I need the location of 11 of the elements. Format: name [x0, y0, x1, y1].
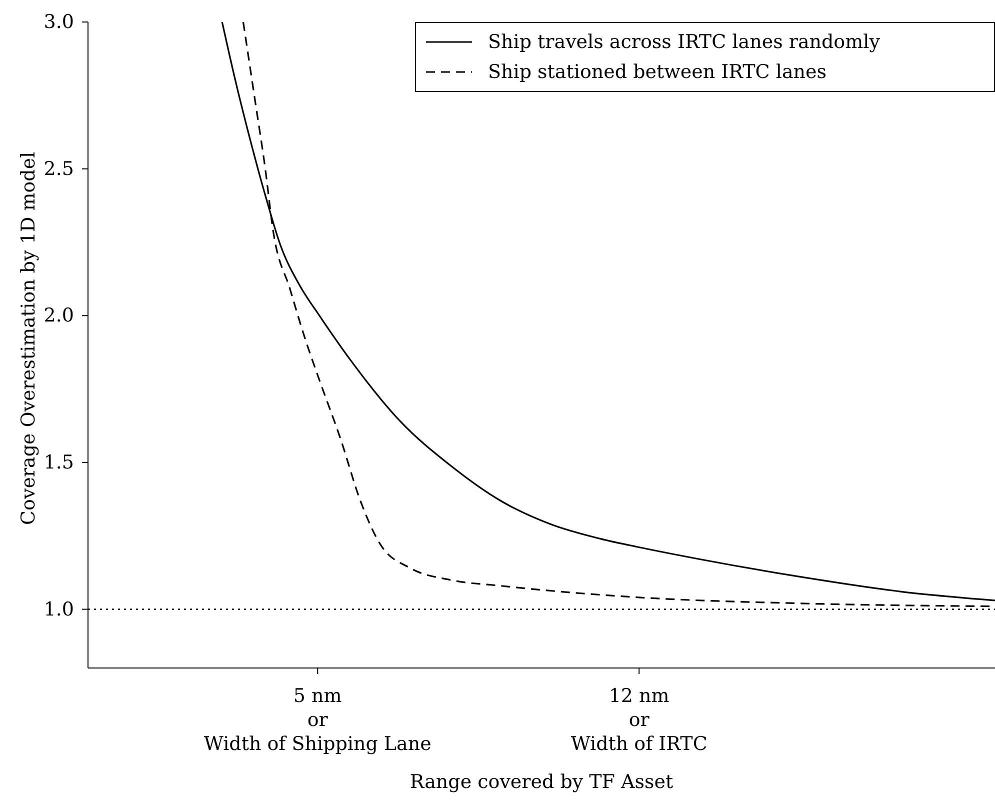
legend-label: Ship stationed between IRTC lanes — [488, 61, 827, 83]
x-tick-label: 12 nm or Width of IRTC — [570, 685, 708, 755]
y-tick-label: 1.5 — [44, 451, 74, 474]
x-tick-label: 5 nm or Width of Shipping Lane — [204, 685, 432, 755]
legend-label: Ship travels across IRTC lanes randomly — [488, 31, 880, 53]
y-axis-title: Coverage Overestimation by 1D model — [18, 152, 40, 525]
y-tick-label: 1.0 — [44, 598, 74, 620]
y-tick-label: 3.0 — [44, 11, 74, 33]
x-axis-title: Range covered by TF Asset — [410, 771, 674, 793]
y-tick-label: 2.0 — [44, 304, 74, 327]
y-tick-label: 2.5 — [44, 158, 74, 180]
